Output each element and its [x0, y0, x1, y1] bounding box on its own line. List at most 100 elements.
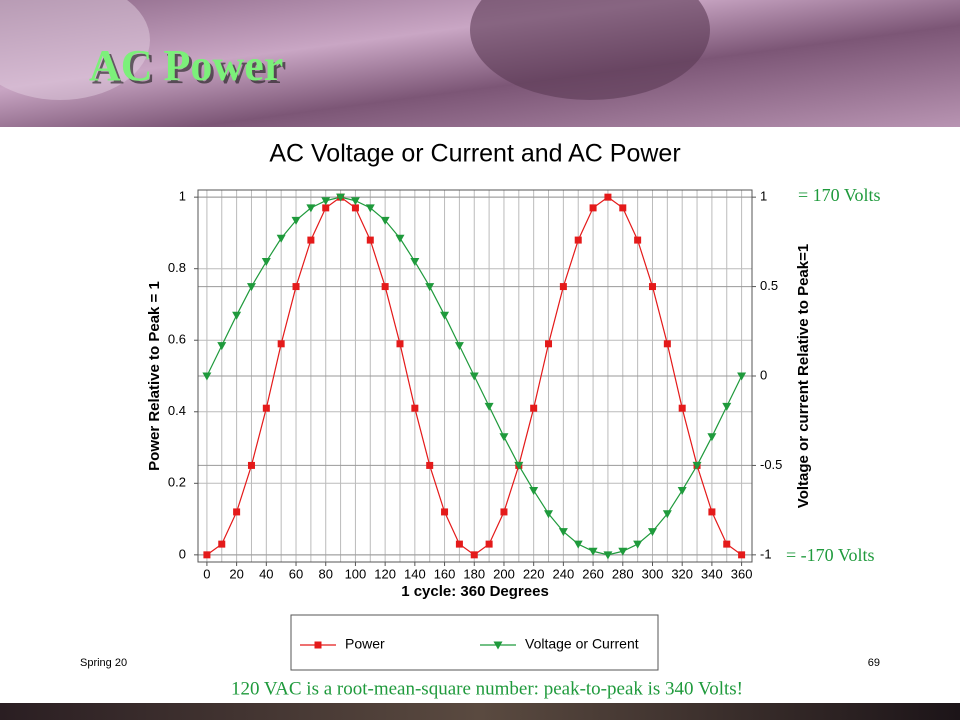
legend-box	[290, 614, 659, 671]
x-tick-label: 120	[374, 566, 396, 581]
point	[634, 236, 642, 244]
point	[455, 540, 463, 548]
point	[678, 404, 686, 412]
point	[262, 404, 270, 412]
y2-tick-label: 0	[760, 367, 767, 382]
point	[395, 234, 405, 243]
x-tick-label: 300	[642, 566, 664, 581]
point	[500, 508, 508, 516]
point	[603, 551, 613, 560]
point	[737, 372, 747, 381]
point	[380, 216, 390, 225]
x-tick-label: 0	[203, 566, 210, 581]
annotation: = 170 Volts	[798, 185, 881, 205]
x-tick-label: 280	[612, 566, 634, 581]
legend-label: Voltage or Current	[525, 636, 639, 652]
point	[381, 283, 389, 291]
point	[203, 551, 211, 559]
point	[441, 508, 449, 516]
y2-tick-label: 1	[760, 189, 767, 204]
point	[246, 283, 256, 292]
y-axis-label: Power Relative to Peak = 1	[146, 281, 163, 471]
y2-tick-label: -0.5	[760, 457, 782, 472]
point	[559, 283, 567, 291]
point	[514, 461, 524, 470]
point	[544, 510, 554, 519]
point	[454, 342, 464, 351]
x-tick-label: 40	[259, 566, 273, 581]
annotation: = -170 Volts	[786, 545, 875, 565]
point	[529, 486, 539, 495]
point	[307, 236, 315, 244]
point	[485, 540, 493, 548]
x-tick-label: 260	[582, 566, 604, 581]
point	[440, 311, 450, 320]
x-tick-label: 320	[671, 566, 693, 581]
point	[247, 461, 255, 469]
point	[202, 372, 212, 381]
point	[321, 197, 331, 206]
point	[708, 508, 716, 516]
point	[499, 433, 509, 442]
x-tick-label: 20	[229, 566, 243, 581]
x-tick-label: 340	[701, 566, 723, 581]
point	[633, 540, 643, 549]
point	[277, 340, 285, 348]
point	[692, 461, 702, 470]
banner-shape	[0, 0, 150, 100]
chart-title: AC Voltage or Current and AC Power	[269, 140, 680, 168]
point	[573, 540, 583, 549]
point	[425, 283, 435, 292]
y2-axis-label: Voltage or current Relative to Peak=1	[795, 244, 812, 508]
point	[618, 547, 628, 556]
y-tick-label: 0.6	[168, 332, 186, 347]
point	[336, 193, 346, 202]
point	[588, 547, 598, 556]
point	[558, 528, 568, 537]
legend-label: Power	[345, 636, 385, 652]
point	[662, 510, 672, 519]
y2-tick-label: -1	[760, 546, 772, 561]
point	[545, 340, 553, 348]
point	[306, 204, 316, 213]
x-axis-label: 1 cycle: 360 Degrees	[401, 583, 549, 600]
point	[396, 340, 404, 348]
point	[723, 540, 731, 548]
legend-marker	[314, 641, 322, 649]
point	[218, 540, 226, 548]
point	[350, 197, 360, 206]
x-tick-label: 200	[493, 566, 515, 581]
x-tick-label: 140	[404, 566, 426, 581]
point	[707, 433, 717, 442]
point	[276, 234, 286, 243]
caption: 120 VAC is a root-mean-square number: pe…	[231, 678, 743, 699]
point	[722, 402, 732, 411]
footer: Spring 20	[80, 657, 127, 669]
point	[411, 404, 419, 412]
y-tick-label: 0.8	[168, 260, 186, 275]
x-tick-label: 220	[523, 566, 545, 581]
x-tick-label: 60	[289, 566, 303, 581]
point	[291, 216, 301, 225]
legend-marker	[493, 641, 503, 650]
x-tick-label: 80	[318, 566, 332, 581]
x-tick-label: 180	[463, 566, 485, 581]
point	[292, 283, 300, 291]
point	[261, 258, 271, 267]
point	[365, 204, 375, 213]
point	[530, 404, 538, 412]
point	[648, 283, 656, 291]
point	[738, 551, 746, 559]
point	[426, 461, 434, 469]
banner-shape	[470, 0, 710, 100]
y-tick-label: 0.4	[168, 403, 186, 418]
point	[677, 486, 687, 495]
point	[484, 402, 494, 411]
y-tick-label: 1	[179, 189, 186, 204]
point	[322, 204, 330, 212]
point	[647, 528, 657, 537]
x-tick-label: 160	[434, 566, 456, 581]
point	[663, 340, 671, 348]
point	[589, 204, 597, 212]
